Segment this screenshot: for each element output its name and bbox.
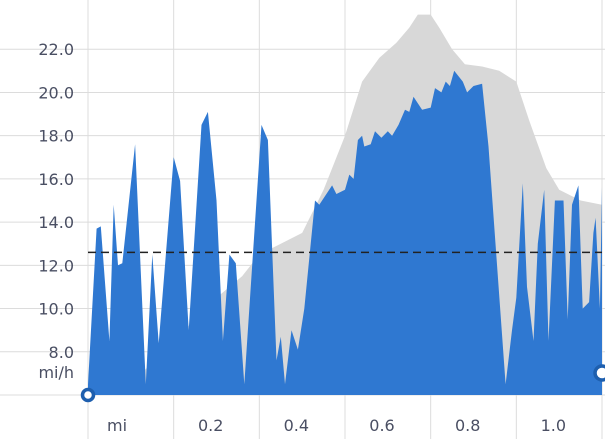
y-tick-label: 14.0 bbox=[38, 213, 74, 232]
x-tick-label: 0.8 bbox=[455, 416, 480, 435]
y-tick-label: 16.0 bbox=[38, 170, 74, 189]
speed-area bbox=[88, 70, 602, 396]
x-tick-label: 0.2 bbox=[198, 416, 223, 435]
x-tick-label: 0.6 bbox=[369, 416, 394, 435]
y-tick-label: 10.0 bbox=[38, 300, 74, 319]
y-tick-label: 22.0 bbox=[38, 40, 74, 59]
tick-labels-layer: 8.0 10.0 12.0 14.0 16.0 18.0 20.0 22.0 mi/h mi 0.2… bbox=[38, 40, 566, 435]
markers-layer bbox=[80, 364, 605, 403]
start-marker bbox=[80, 387, 96, 403]
x-tick-label: 1.0 bbox=[541, 416, 566, 435]
y-tick-label: 12.0 bbox=[38, 256, 74, 275]
end-marker bbox=[593, 364, 605, 382]
x-tick-label: 0.4 bbox=[284, 416, 309, 435]
x-axis-unit-label: mi bbox=[107, 416, 127, 435]
y-tick-label: 8.0 bbox=[49, 343, 74, 362]
y-tick-label: 18.0 bbox=[38, 127, 74, 146]
speed-series-layer bbox=[88, 70, 602, 396]
y-axis-unit-label: mi/h bbox=[38, 363, 74, 382]
y-tick-label: 20.0 bbox=[38, 83, 74, 102]
